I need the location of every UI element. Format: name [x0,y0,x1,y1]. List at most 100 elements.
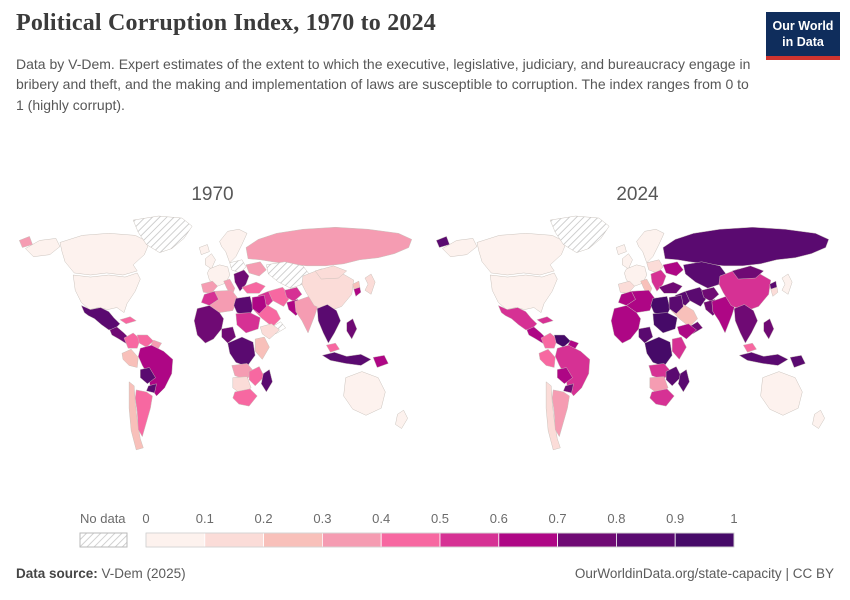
region-central_europe-2024[interactable] [646,259,664,274]
region-new_zealand-1970[interactable] [395,409,408,429]
region-greenland-1970[interactable] [132,215,193,253]
legend-color-swatch-6[interactable] [498,532,558,548]
region-central_africa-1970[interactable] [227,336,256,367]
region-new_zealand-2024[interactable] [812,409,825,429]
region-chukotka-2024[interactable] [435,236,450,248]
region-balkans-2024[interactable] [650,269,667,292]
region-madagascar-2024[interactable] [678,369,690,393]
region-se_asia-2024[interactable] [733,304,758,344]
region-south_africa-1970[interactable] [232,388,258,407]
region-venezuela-1970[interactable] [136,334,154,348]
region-egypt-1970[interactable] [251,295,267,314]
region-greenland-2024[interactable] [549,215,610,253]
region-egypt-2024[interactable] [668,295,684,314]
region-south_africa-2024[interactable] [649,388,675,407]
region-png-2024[interactable] [789,355,806,368]
legend-color-swatch-5[interactable] [439,532,500,548]
region-colombia-2024[interactable] [540,332,558,349]
footer-url-link[interactable]: OurWorldinData.org/state-capacity [574,566,782,581]
legend-color-swatch-1[interactable] [204,532,265,548]
region-south_korea-1970[interactable] [353,286,362,297]
region-canada-1970[interactable] [59,233,150,276]
region-east_africa-2024[interactable] [671,336,687,360]
region-malaysia-2024[interactable] [742,342,757,353]
region-west_africa-1970[interactable] [193,305,224,344]
region-cuba-1970[interactable] [119,316,137,325]
region-australia-2024[interactable] [760,371,803,416]
region-ukraine-1970[interactable] [245,261,267,277]
region-chile-1970[interactable] [128,381,144,451]
region-mongolia-2024[interactable] [731,265,765,280]
region-cuba-2024[interactable] [536,316,554,325]
region-se_asia-1970[interactable] [316,304,341,344]
region-iceland-2024[interactable] [615,244,627,255]
region-paraguay-1970[interactable] [146,383,157,394]
region-indonesia-2024[interactable] [738,352,789,366]
region-bolivia-2024[interactable] [557,367,573,385]
region-uk-1970[interactable] [205,253,216,270]
region-sahel-2024[interactable] [652,312,678,334]
region-malaysia-1970[interactable] [325,342,340,353]
region-algeria-2024[interactable] [626,290,656,313]
region-colombia-1970[interactable] [123,332,141,349]
legend-color-swatch-2[interactable] [263,532,323,548]
region-scandinavia-1970[interactable] [219,229,248,264]
region-central_africa-2024[interactable] [644,336,673,367]
region-zimbabwe-2024[interactable] [665,366,682,387]
region-bolivia-1970[interactable] [140,367,156,385]
region-horn-2024[interactable] [676,323,697,340]
region-indonesia-1970[interactable] [321,352,372,366]
region-japan-1970[interactable] [364,273,376,295]
region-peru-2024[interactable] [538,348,556,368]
region-balkans-1970[interactable] [233,269,250,292]
region-iberia-2024[interactable] [618,280,635,294]
region-uk-2024[interactable] [622,253,633,270]
region-usa-2024[interactable] [442,238,558,313]
region-mexico-1970[interactable] [80,305,121,331]
region-chile-2024[interactable] [545,381,561,451]
region-scandinavia-2024[interactable] [636,229,665,264]
owid-logo[interactable]: Our World in Data [766,12,840,60]
region-venezuela-2024[interactable] [553,334,571,348]
region-argentina-1970[interactable] [134,389,153,438]
legend-no-data-swatch[interactable] [79,532,128,548]
region-horn-1970[interactable] [259,323,280,340]
region-russia-2024[interactable] [662,226,830,267]
region-png-1970[interactable] [372,355,389,368]
region-russia-1970[interactable] [245,226,413,267]
legend-color-swatch-8[interactable] [616,532,676,548]
region-nigeria-2024[interactable] [638,326,654,344]
region-afghanistan-1970[interactable] [284,286,303,302]
region-zimbabwe-1970[interactable] [248,366,265,387]
legend-color-swatch-3[interactable] [321,532,382,548]
legend-color-swatch-0[interactable] [145,532,206,548]
region-paraguay-2024[interactable] [563,383,574,394]
region-turkey-2024[interactable] [658,281,683,294]
region-argentina-2024[interactable] [551,389,570,438]
region-madagascar-1970[interactable] [261,369,273,393]
region-mexico-2024[interactable] [497,305,538,331]
region-south_korea-2024[interactable] [770,286,779,297]
region-central_europe-1970[interactable] [229,259,247,274]
region-mongolia-1970[interactable] [314,265,348,280]
region-west_africa-2024[interactable] [610,305,641,344]
region-brazil-2024[interactable] [555,344,591,397]
region-japan-2024[interactable] [781,273,793,295]
region-ukraine-2024[interactable] [662,261,684,277]
region-algeria-1970[interactable] [209,290,239,313]
region-chukotka-1970[interactable] [18,236,33,248]
region-iceland-1970[interactable] [198,244,210,255]
region-brazil-1970[interactable] [138,344,174,397]
region-east_africa-1970[interactable] [254,336,270,360]
region-sahel-1970[interactable] [235,312,261,334]
region-turkey-1970[interactable] [241,281,266,294]
region-philippines-1970[interactable] [346,318,358,340]
region-usa-1970[interactable] [25,238,141,313]
region-philippines-2024[interactable] [763,318,775,340]
region-afghanistan-2024[interactable] [701,286,720,302]
legend-color-swatch-7[interactable] [557,532,617,548]
region-australia-1970[interactable] [343,371,386,416]
region-nigeria-1970[interactable] [221,326,237,344]
region-canada-2024[interactable] [476,233,567,276]
region-iberia-1970[interactable] [201,280,218,294]
